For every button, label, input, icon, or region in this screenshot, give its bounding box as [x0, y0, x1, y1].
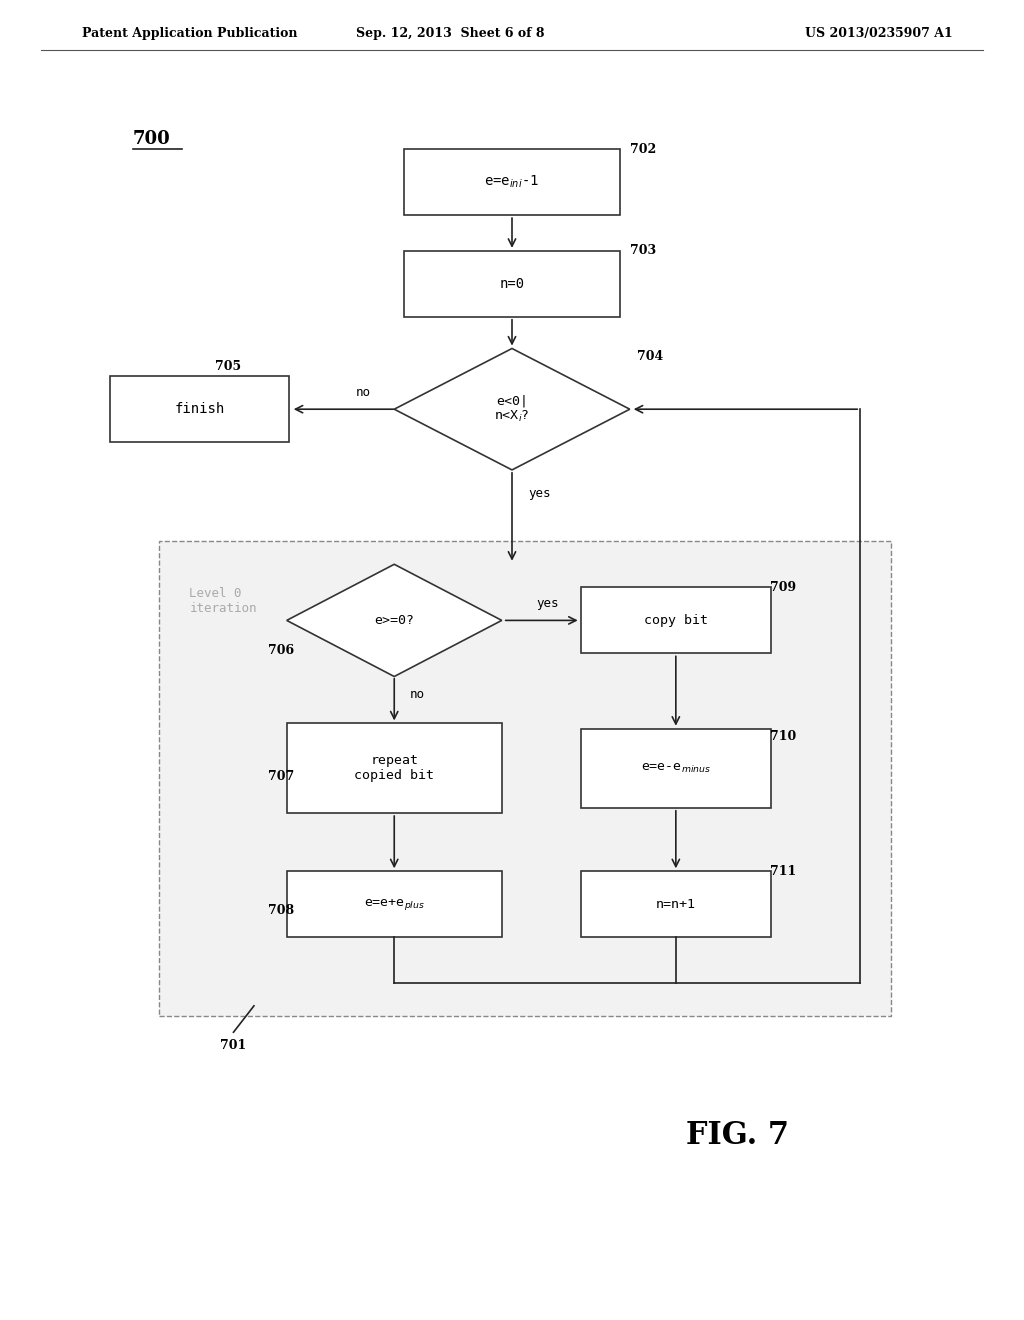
Text: 704: 704	[637, 350, 664, 363]
Polygon shape	[287, 565, 502, 676]
Text: Patent Application Publication: Patent Application Publication	[82, 26, 297, 40]
Bar	[582, 587, 770, 653]
Text: 706: 706	[268, 644, 295, 657]
Text: e=e$_{ini}$-1: e=e$_{ini}$-1	[484, 174, 540, 190]
Text: 707: 707	[268, 770, 295, 783]
Text: 708: 708	[268, 904, 295, 917]
Text: 711: 711	[770, 865, 797, 878]
Bar	[111, 376, 289, 442]
Bar	[287, 723, 502, 813]
Bar	[404, 251, 620, 317]
Text: e=e+e$_{plus}$: e=e+e$_{plus}$	[364, 896, 425, 912]
Bar	[404, 149, 620, 215]
Text: repeat
copied bit: repeat copied bit	[354, 754, 434, 783]
Text: n=0: n=0	[500, 277, 524, 290]
Bar	[582, 871, 770, 937]
Text: copy bit: copy bit	[644, 614, 708, 627]
Text: FIG. 7: FIG. 7	[686, 1119, 788, 1151]
Text: e<0|
n<X$_i$?: e<0| n<X$_i$?	[495, 395, 529, 424]
Text: e>=0?: e>=0?	[374, 614, 415, 627]
Text: n=n+1: n=n+1	[655, 898, 696, 911]
Text: 701: 701	[220, 1039, 247, 1052]
Bar	[287, 871, 502, 937]
Text: 703: 703	[630, 244, 656, 257]
Text: finish: finish	[174, 403, 225, 416]
Text: 709: 709	[770, 581, 797, 594]
Text: 710: 710	[770, 730, 797, 743]
Text: e=e-e$_{minus}$: e=e-e$_{minus}$	[641, 762, 711, 775]
Text: 702: 702	[630, 143, 656, 156]
Text: no: no	[356, 385, 371, 399]
Text: yes: yes	[537, 597, 559, 610]
Text: Level 0
iteration: Level 0 iteration	[189, 587, 257, 615]
Bar	[582, 729, 770, 808]
Bar	[159, 541, 891, 1016]
Text: yes: yes	[528, 487, 551, 500]
Text: US 2013/0235907 A1: US 2013/0235907 A1	[805, 26, 952, 40]
Text: no: no	[410, 688, 425, 701]
Polygon shape	[394, 348, 630, 470]
Text: 705: 705	[215, 360, 242, 374]
Text: Sep. 12, 2013  Sheet 6 of 8: Sep. 12, 2013 Sheet 6 of 8	[356, 26, 545, 40]
Text: 700: 700	[133, 129, 171, 148]
